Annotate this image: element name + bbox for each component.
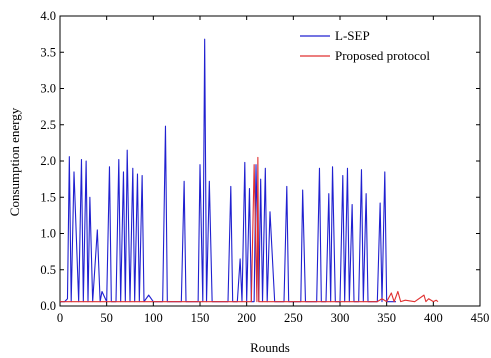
y-tick-label: 4.0 bbox=[40, 9, 56, 23]
y-tick-label: 3.5 bbox=[40, 45, 56, 59]
legend-label-lsep: L-SEP bbox=[335, 28, 370, 43]
x-tick-label: 0 bbox=[57, 311, 63, 325]
y-tick-label: 0.5 bbox=[40, 263, 56, 277]
x-tick-label: 350 bbox=[377, 311, 396, 325]
series-line-lsep bbox=[60, 38, 396, 303]
x-tick-label: 50 bbox=[100, 311, 113, 325]
x-tick-label: 300 bbox=[331, 311, 350, 325]
series-layer bbox=[60, 38, 439, 303]
y-tick-label: 1.5 bbox=[40, 190, 56, 204]
y-tick-label: 2.5 bbox=[40, 118, 56, 132]
x-tick-label: 150 bbox=[191, 311, 210, 325]
x-tick-label: 250 bbox=[284, 311, 303, 325]
y-tick-label: 2.0 bbox=[40, 154, 56, 168]
y-axis-label: Consumption energy bbox=[7, 107, 22, 216]
series-line-proposed bbox=[60, 156, 439, 303]
x-tick-label: 200 bbox=[237, 311, 256, 325]
x-tick-label: 450 bbox=[471, 311, 490, 325]
y-tick-label: 1.0 bbox=[40, 227, 56, 241]
ticks-layer: 0 50 100 150 200 250 300 350 400 450 0.0 0.5 1.0 1.5 2… bbox=[40, 9, 489, 325]
legend-box bbox=[296, 23, 466, 69]
x-axis-label: Rounds bbox=[250, 340, 290, 355]
y-tick-label: 0.0 bbox=[40, 299, 56, 313]
y-tick-label: 3.0 bbox=[40, 82, 56, 96]
legend: L-SEP Proposed protocol bbox=[296, 23, 466, 69]
x-tick-label: 400 bbox=[424, 311, 443, 325]
legend-label-proposed: Proposed protocol bbox=[335, 48, 430, 63]
x-tick-label: 100 bbox=[144, 311, 163, 325]
